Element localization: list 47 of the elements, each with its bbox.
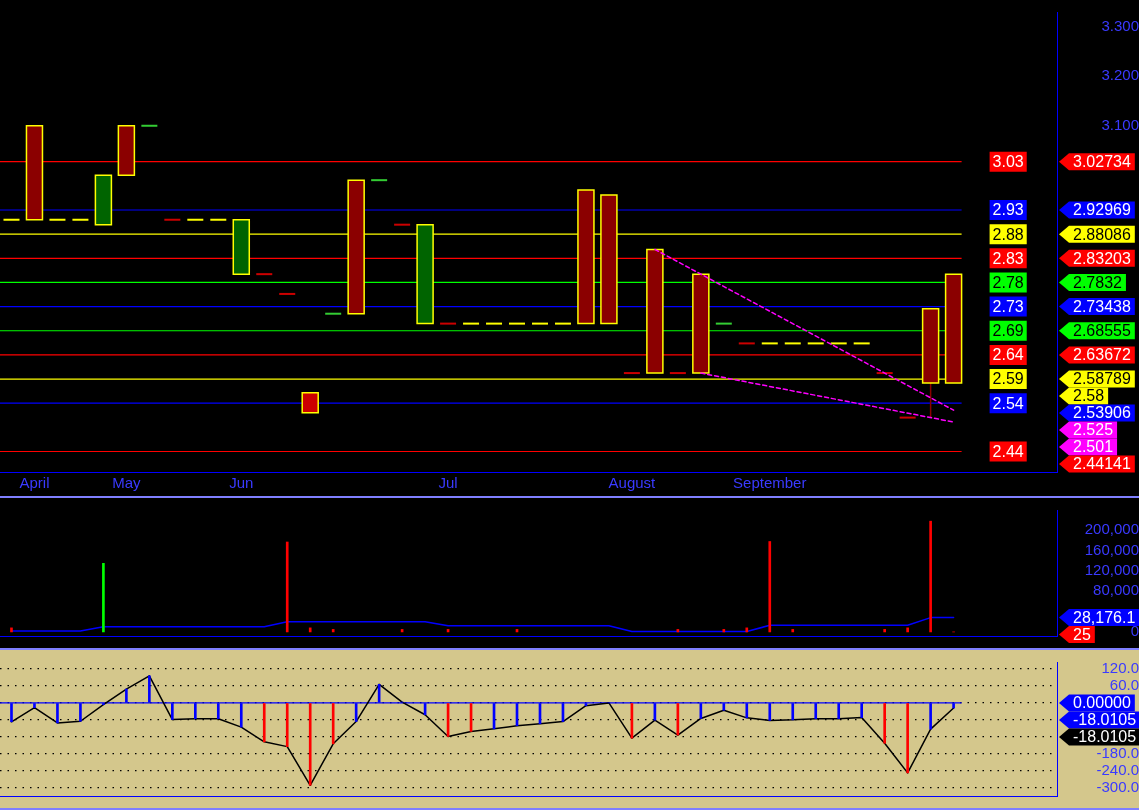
text: 2.58789: [1073, 370, 1131, 388]
text: 2.525: [1073, 421, 1114, 439]
y-tick-label: 160,000: [1084, 540, 1139, 558]
x-tick-label: May: [112, 474, 142, 492]
x-tick-label: September: [733, 474, 807, 492]
y-tick-label: 80,000: [1093, 581, 1139, 599]
text: 25: [1073, 626, 1091, 644]
text: 2.63672: [1073, 346, 1131, 364]
ref-line-label: 2.78: [992, 273, 1024, 291]
ref-line-label: 2.64: [992, 346, 1024, 364]
ref-line-label: 2.44: [992, 442, 1024, 460]
ref-line-label: 2.59: [992, 370, 1024, 388]
y-tick-label: 120.0: [1101, 659, 1139, 677]
x-tick-label: August: [608, 474, 657, 492]
text: 2.44141: [1073, 455, 1131, 473]
y-tick-label: 3.100: [1101, 115, 1139, 133]
ref-line-label: 2.69: [992, 322, 1024, 340]
text: 2.83203: [1073, 249, 1131, 267]
text: 2.53906: [1073, 404, 1131, 422]
x-tick-label: Jul: [438, 474, 458, 492]
y-tick-label: 3.300: [1101, 16, 1139, 34]
y-tick-label: 120,000: [1084, 561, 1139, 579]
text: 2.92969: [1073, 201, 1131, 219]
y-tick-label: 60.0: [1109, 676, 1139, 694]
ref-line-label: 2.93: [992, 201, 1024, 219]
y-tick-label: 3.200: [1101, 66, 1139, 84]
text: 2.68555: [1073, 322, 1131, 340]
text: 2.501: [1073, 438, 1114, 456]
x-tick-label: Jun: [229, 474, 254, 492]
x-tick-label: April: [19, 474, 50, 492]
text: 3.02734: [1073, 153, 1131, 171]
text: 2.58: [1073, 387, 1105, 405]
y-tick-label: -300.0: [1096, 777, 1139, 795]
y-tick-label: 200,000: [1084, 520, 1139, 538]
y-tick-label: -240.0: [1096, 760, 1139, 778]
ref-line-label: 2.88: [992, 225, 1024, 243]
y-tick-label: -180.0: [1096, 743, 1139, 761]
text: 2.7832: [1073, 273, 1123, 291]
ref-line-label: 3.03: [992, 153, 1024, 171]
text: 2.73438: [1073, 298, 1131, 316]
text: -18.0105: [1073, 728, 1137, 746]
text: -18.0105: [1073, 711, 1137, 729]
text: 2.88086: [1073, 225, 1131, 243]
ref-line-label: 2.54: [992, 394, 1024, 412]
ref-line-label: 2.73: [992, 298, 1024, 316]
ref-line-label: 2.83: [992, 249, 1024, 267]
text: 0.00000: [1073, 694, 1131, 712]
